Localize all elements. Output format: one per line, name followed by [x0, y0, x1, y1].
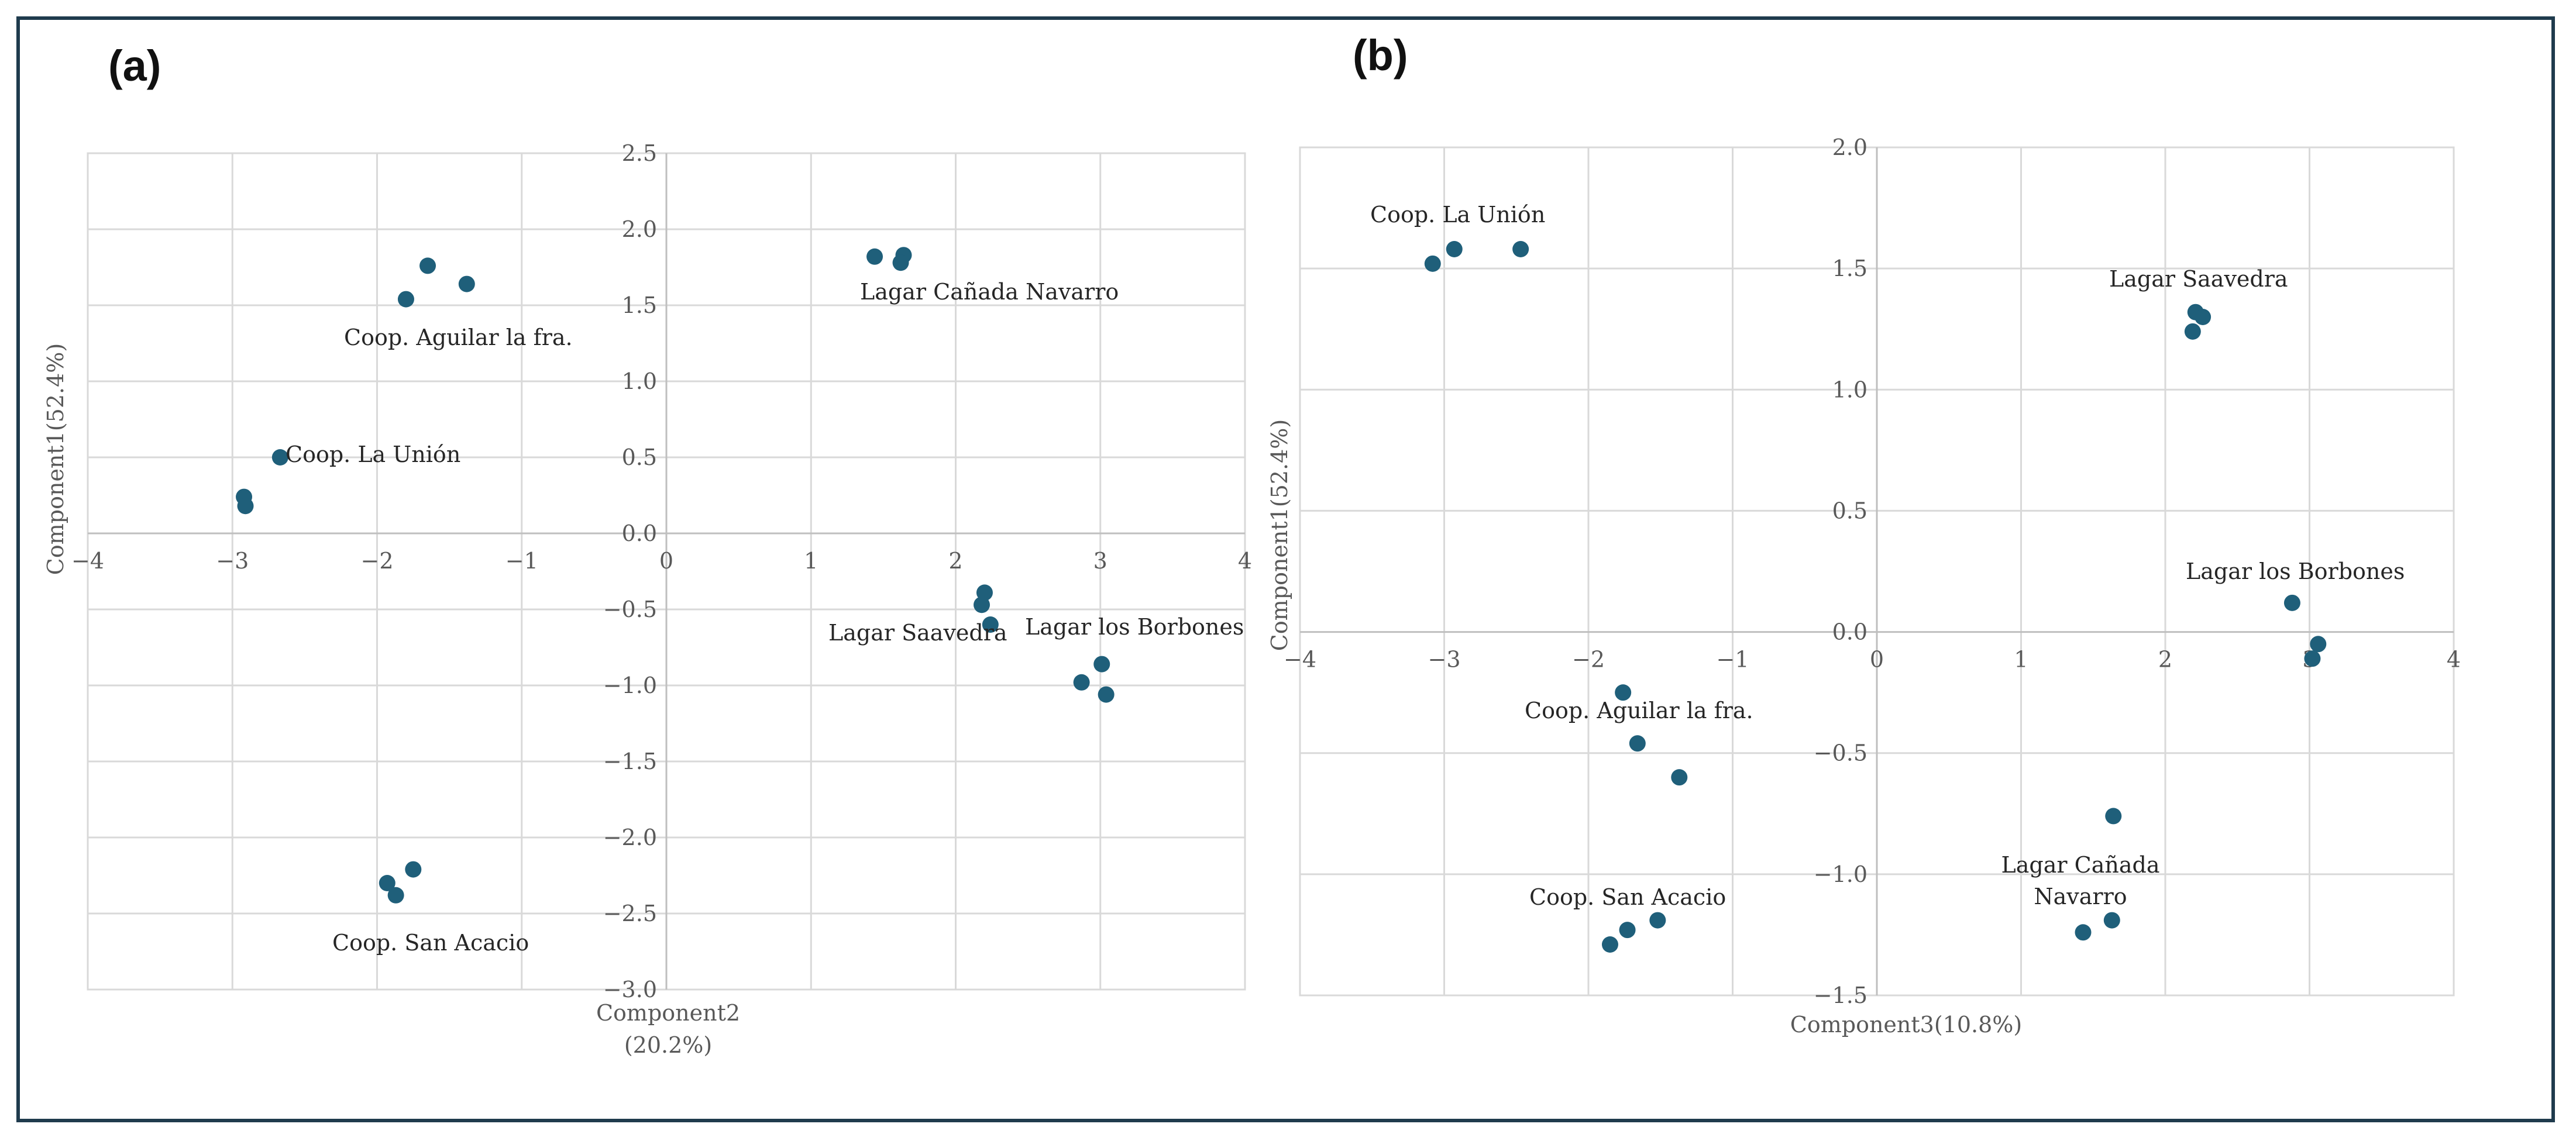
chart-b-y-tick-label: 1.0	[1832, 377, 1867, 402]
chart-b-y-tick-label: −1.0	[1814, 861, 1867, 887]
chart-a-data-point	[1093, 656, 1110, 673]
chart-b-data-point	[2304, 650, 2321, 667]
chart-a-data-point	[419, 257, 436, 274]
chart-b-y-tick-label: 0.5	[1832, 498, 1867, 523]
chart-b-data-point	[1446, 241, 1463, 257]
chart-a-data-point	[458, 275, 475, 292]
chart-b-group-label: Coop. Aguilar la fra.	[1525, 698, 1753, 723]
chart-b-data-point	[1601, 936, 1618, 953]
chart-b-x-tick-label: −2	[1572, 647, 1605, 673]
chart-a-x-tick-label: 3	[1093, 548, 1108, 574]
chart-a-x-tick-label: −3	[216, 548, 249, 574]
chart-b-group-label: Coop. San Acacio	[1529, 884, 1726, 910]
chart-a-y-tick-label: −3.0	[603, 977, 657, 1002]
chart-b-data-point	[1671, 769, 1688, 786]
chart-a-data-point	[866, 248, 883, 265]
figure-frame	[16, 16, 2555, 1122]
chart-b-data-point	[1619, 922, 1636, 939]
panel-label-b: (b)	[1353, 31, 1408, 80]
chart-a-data-point	[1098, 686, 1115, 703]
chart-a-data-point	[237, 498, 254, 515]
chart-a-y-tick-label: 1.0	[622, 368, 657, 394]
chart-a-data-point	[271, 449, 288, 466]
chart-a-y-tick-label: 2.0	[622, 216, 657, 242]
chart-b-y-tick-label: 1.5	[1832, 256, 1867, 281]
chart-b-y-tick-label: 2.0	[1832, 135, 1867, 160]
chart-a-group-label: Coop. La Unión	[286, 442, 460, 467]
chart-a-x-tick-label: 0	[659, 548, 673, 574]
chart-b-data-point	[2184, 323, 2201, 340]
chart-b-x-tick-label: 0	[1870, 647, 1884, 673]
chart-a-data-point	[379, 875, 395, 891]
chart-b-x-tick-label: 2	[2158, 647, 2172, 673]
chart-a-x-tick-label: −1	[505, 548, 538, 574]
chart-b-group-label: Coop. La Unión	[1370, 202, 1545, 227]
chart-b-data-point	[2103, 912, 2120, 929]
chart-a-y-tick-label: −2.5	[603, 901, 657, 926]
chart-a-data-point	[1073, 674, 1090, 691]
panel-label-a: (a)	[108, 42, 161, 90]
chart-a-y-tick-label: −2.0	[603, 825, 657, 850]
chart-a-y-tick-label: −1.5	[603, 749, 657, 774]
chart-a-x-tick-label: 4	[1238, 548, 1252, 574]
chart-b-x-tick-label: −4	[1284, 647, 1316, 673]
chart-a-y-tick-label: 0.5	[622, 444, 657, 470]
chart-b-data-point	[1615, 684, 1632, 701]
chart-a-x-tick-label: 2	[948, 548, 962, 574]
chart-b-group-label: Lagar los Borbones	[2186, 559, 2405, 584]
chart-a-data-point	[405, 861, 422, 878]
chart-a-data-point	[982, 616, 999, 633]
chart-b-y-tick-label: 0.0	[1832, 619, 1867, 645]
chart-b-x-tick-label: −1	[1716, 647, 1749, 673]
chart-b-y-tick-label: −0.5	[1814, 740, 1867, 766]
chart-a-x-tick-label: −4	[71, 548, 104, 574]
chart-b-data-point	[2283, 594, 2300, 611]
chart-a-x-tick-label: 1	[804, 548, 818, 574]
chart-a-data-point	[387, 887, 404, 904]
chart-a-group-label: Coop. Aguilar la fra.	[344, 325, 573, 350]
chart-b-y-tick-label: −1.5	[1814, 983, 1867, 1008]
chart-b-y-axis-title: Component1(52.4%)	[1267, 419, 1292, 651]
chart-a-data-point	[974, 597, 990, 613]
chart-a-group-label: Lagar los Borbones	[1025, 614, 1244, 640]
chart-b-x-tick-label: 4	[2447, 647, 2461, 673]
chart-b-data-point	[1649, 912, 1666, 929]
chart-a-y-tick-label: 0.0	[622, 520, 657, 546]
chart-a-data-point	[892, 254, 909, 271]
chart-b-data-point	[2075, 924, 2092, 941]
chart-b-x-tick-label: 1	[2014, 647, 2028, 673]
chart-a-y-tick-label: 2.5	[622, 140, 657, 166]
chart-a-y-tick-label: −1.0	[603, 673, 657, 698]
chart-a-group-label: Lagar Saavedra	[828, 620, 1007, 646]
chart-a-x-axis-title: Component2	[596, 1000, 740, 1026]
chart-b-data-point	[2310, 636, 2327, 653]
chart-a-y-tick-label: −0.5	[603, 597, 657, 622]
chart-b-data-point	[1629, 735, 1646, 752]
chart-a-group-label: Lagar Cañada Navarro	[860, 279, 1119, 305]
chart-b-data-point	[2105, 808, 2122, 825]
chart-a-y-tick-label: 1.5	[622, 292, 657, 318]
chart-b-x-tick-label: −3	[1428, 647, 1460, 673]
chart-a-y-axis-title: Component1(52.4%)	[43, 343, 68, 575]
chart-b-group-label: Lagar Cañada Navarro	[2001, 852, 2160, 909]
chart-a-group-label: Coop. San Acacio	[332, 930, 529, 956]
chart-b-group-label: Lagar Saavedra	[2109, 266, 2288, 292]
chart-a-data-point	[397, 291, 414, 308]
chart-b-x-axis-title: Component3(10.8%)	[1790, 1012, 2022, 1037]
chart-a-x-axis-title: (20.2%)	[624, 1032, 712, 1058]
chart-b-data-point	[2195, 309, 2212, 325]
chart-b-data-point	[1424, 255, 1441, 272]
chart-b-data-point	[1512, 241, 1529, 257]
chart-a-x-tick-label: −2	[360, 548, 393, 574]
